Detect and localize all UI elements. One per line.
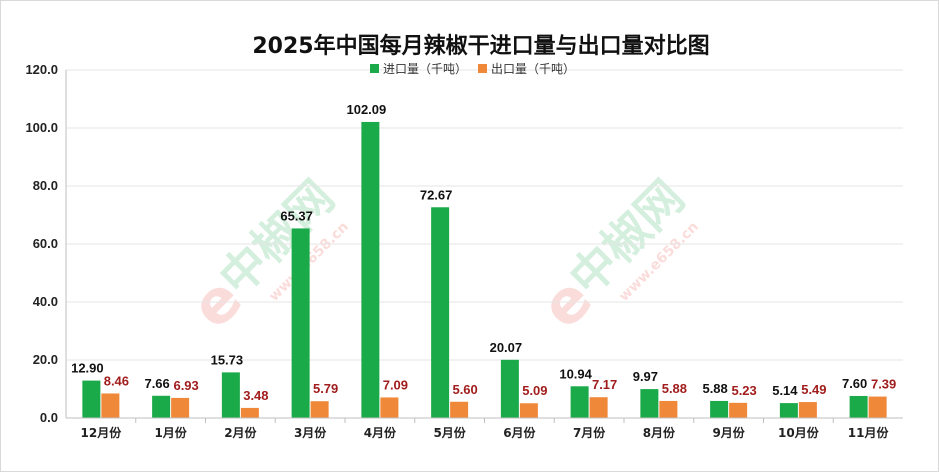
data-labels-layer: 12.908.46 7.66 6.93 15.73 3.48 65.37 5.79 102.0… [71, 102, 896, 403]
data-label-import: 5.14 [772, 383, 798, 398]
data-label-export: 5.49 [801, 382, 826, 397]
x-tick-label: 1月份 [154, 425, 187, 440]
data-label-export: 7.17 [592, 377, 617, 392]
x-tick-label: 10月份 [778, 425, 820, 440]
x-tick-label: 2月份 [224, 425, 257, 440]
data-label-import: 15.73 [211, 352, 244, 367]
x-tick-label: 3月份 [294, 425, 327, 440]
data-label-export: 8.46 [104, 373, 129, 388]
x-tick-label: 5月份 [433, 425, 466, 440]
bar-export [798, 402, 817, 418]
data-label-export: 5.88 [662, 381, 687, 396]
bars-layer [82, 121, 887, 419]
bar-import [500, 359, 519, 418]
legend-label-export: 出口量（千吨） [491, 62, 575, 76]
y-tick-label: 80.0 [33, 178, 58, 193]
data-label-export: 5.09 [522, 383, 547, 398]
bar-import [849, 395, 868, 418]
grid-layer [66, 69, 903, 361]
data-label-import: 5.88 [702, 381, 727, 396]
data-label-import: 7.60 [842, 376, 867, 391]
y-tick-label: 40.0 [33, 294, 58, 309]
data-label-export: 5.79 [313, 381, 338, 396]
data-label-import: 9.97 [633, 369, 658, 384]
bar-import [640, 389, 659, 418]
legend: 进口量（千吨） 出口量（千吨） [370, 62, 575, 76]
axis-layer: 0.0 20.0 40.0 60.0 80.0 100.0 120.0 12月份 1月份 2月份 3… [25, 62, 903, 440]
chart-title: 2025年中国每月辣椒干进口量与出口量对比图 [252, 33, 709, 59]
bar-import [152, 395, 171, 418]
bar-export [450, 401, 469, 418]
legend-swatch-import [370, 64, 379, 73]
bar-export [659, 400, 678, 418]
bar-import [710, 400, 729, 418]
data-label-export: 7.39 [871, 377, 896, 392]
data-label-export: 5.23 [731, 383, 756, 398]
bar-export [240, 407, 259, 418]
data-label-import: 10.94 [559, 366, 592, 381]
bar-export [310, 401, 329, 418]
data-label-import: 20.07 [490, 340, 523, 355]
data-label-import: 12.90 [71, 361, 104, 376]
x-tick-label: 6月份 [503, 425, 536, 440]
x-tick-label: 11月份 [848, 425, 890, 440]
bar-import [82, 380, 101, 418]
bar-import [779, 403, 798, 418]
x-tick-label: 9月份 [712, 425, 745, 440]
y-tick-label: 0.0 [40, 410, 58, 425]
bar-export [380, 397, 399, 418]
x-tick-label: 12月份 [81, 425, 123, 440]
legend-label-import: 进口量（千吨） [383, 62, 467, 76]
data-label-export: 6.93 [173, 378, 198, 393]
bar-export [729, 402, 748, 418]
bar-export [589, 397, 608, 418]
y-tick-label: 60.0 [33, 236, 58, 251]
bar-export [519, 403, 538, 418]
data-label-import: 102.09 [346, 102, 386, 117]
bar-export [171, 397, 190, 418]
x-tick-label: 4月份 [364, 425, 397, 440]
y-tick-label: 100.0 [25, 120, 58, 135]
x-tick-label: 7月份 [573, 425, 606, 440]
data-label-export: 7.09 [383, 377, 408, 392]
data-label-import: 7.66 [144, 376, 169, 391]
bar-import [431, 207, 450, 418]
bar-export [101, 393, 120, 418]
y-tick-label: 120.0 [25, 62, 58, 77]
data-label-import: 72.67 [420, 187, 453, 202]
bar-import [221, 372, 240, 418]
data-label-export: 5.60 [452, 382, 477, 397]
bar-export [868, 396, 887, 418]
bar-import [291, 228, 310, 418]
legend-swatch-export [478, 64, 487, 73]
data-label-export: 3.48 [243, 388, 268, 403]
bar-import [570, 386, 589, 418]
data-label-import: 65.37 [280, 208, 313, 223]
bar-import [361, 121, 380, 419]
y-tick-label: 20.0 [33, 352, 58, 367]
x-tick-label: 8月份 [643, 425, 676, 440]
